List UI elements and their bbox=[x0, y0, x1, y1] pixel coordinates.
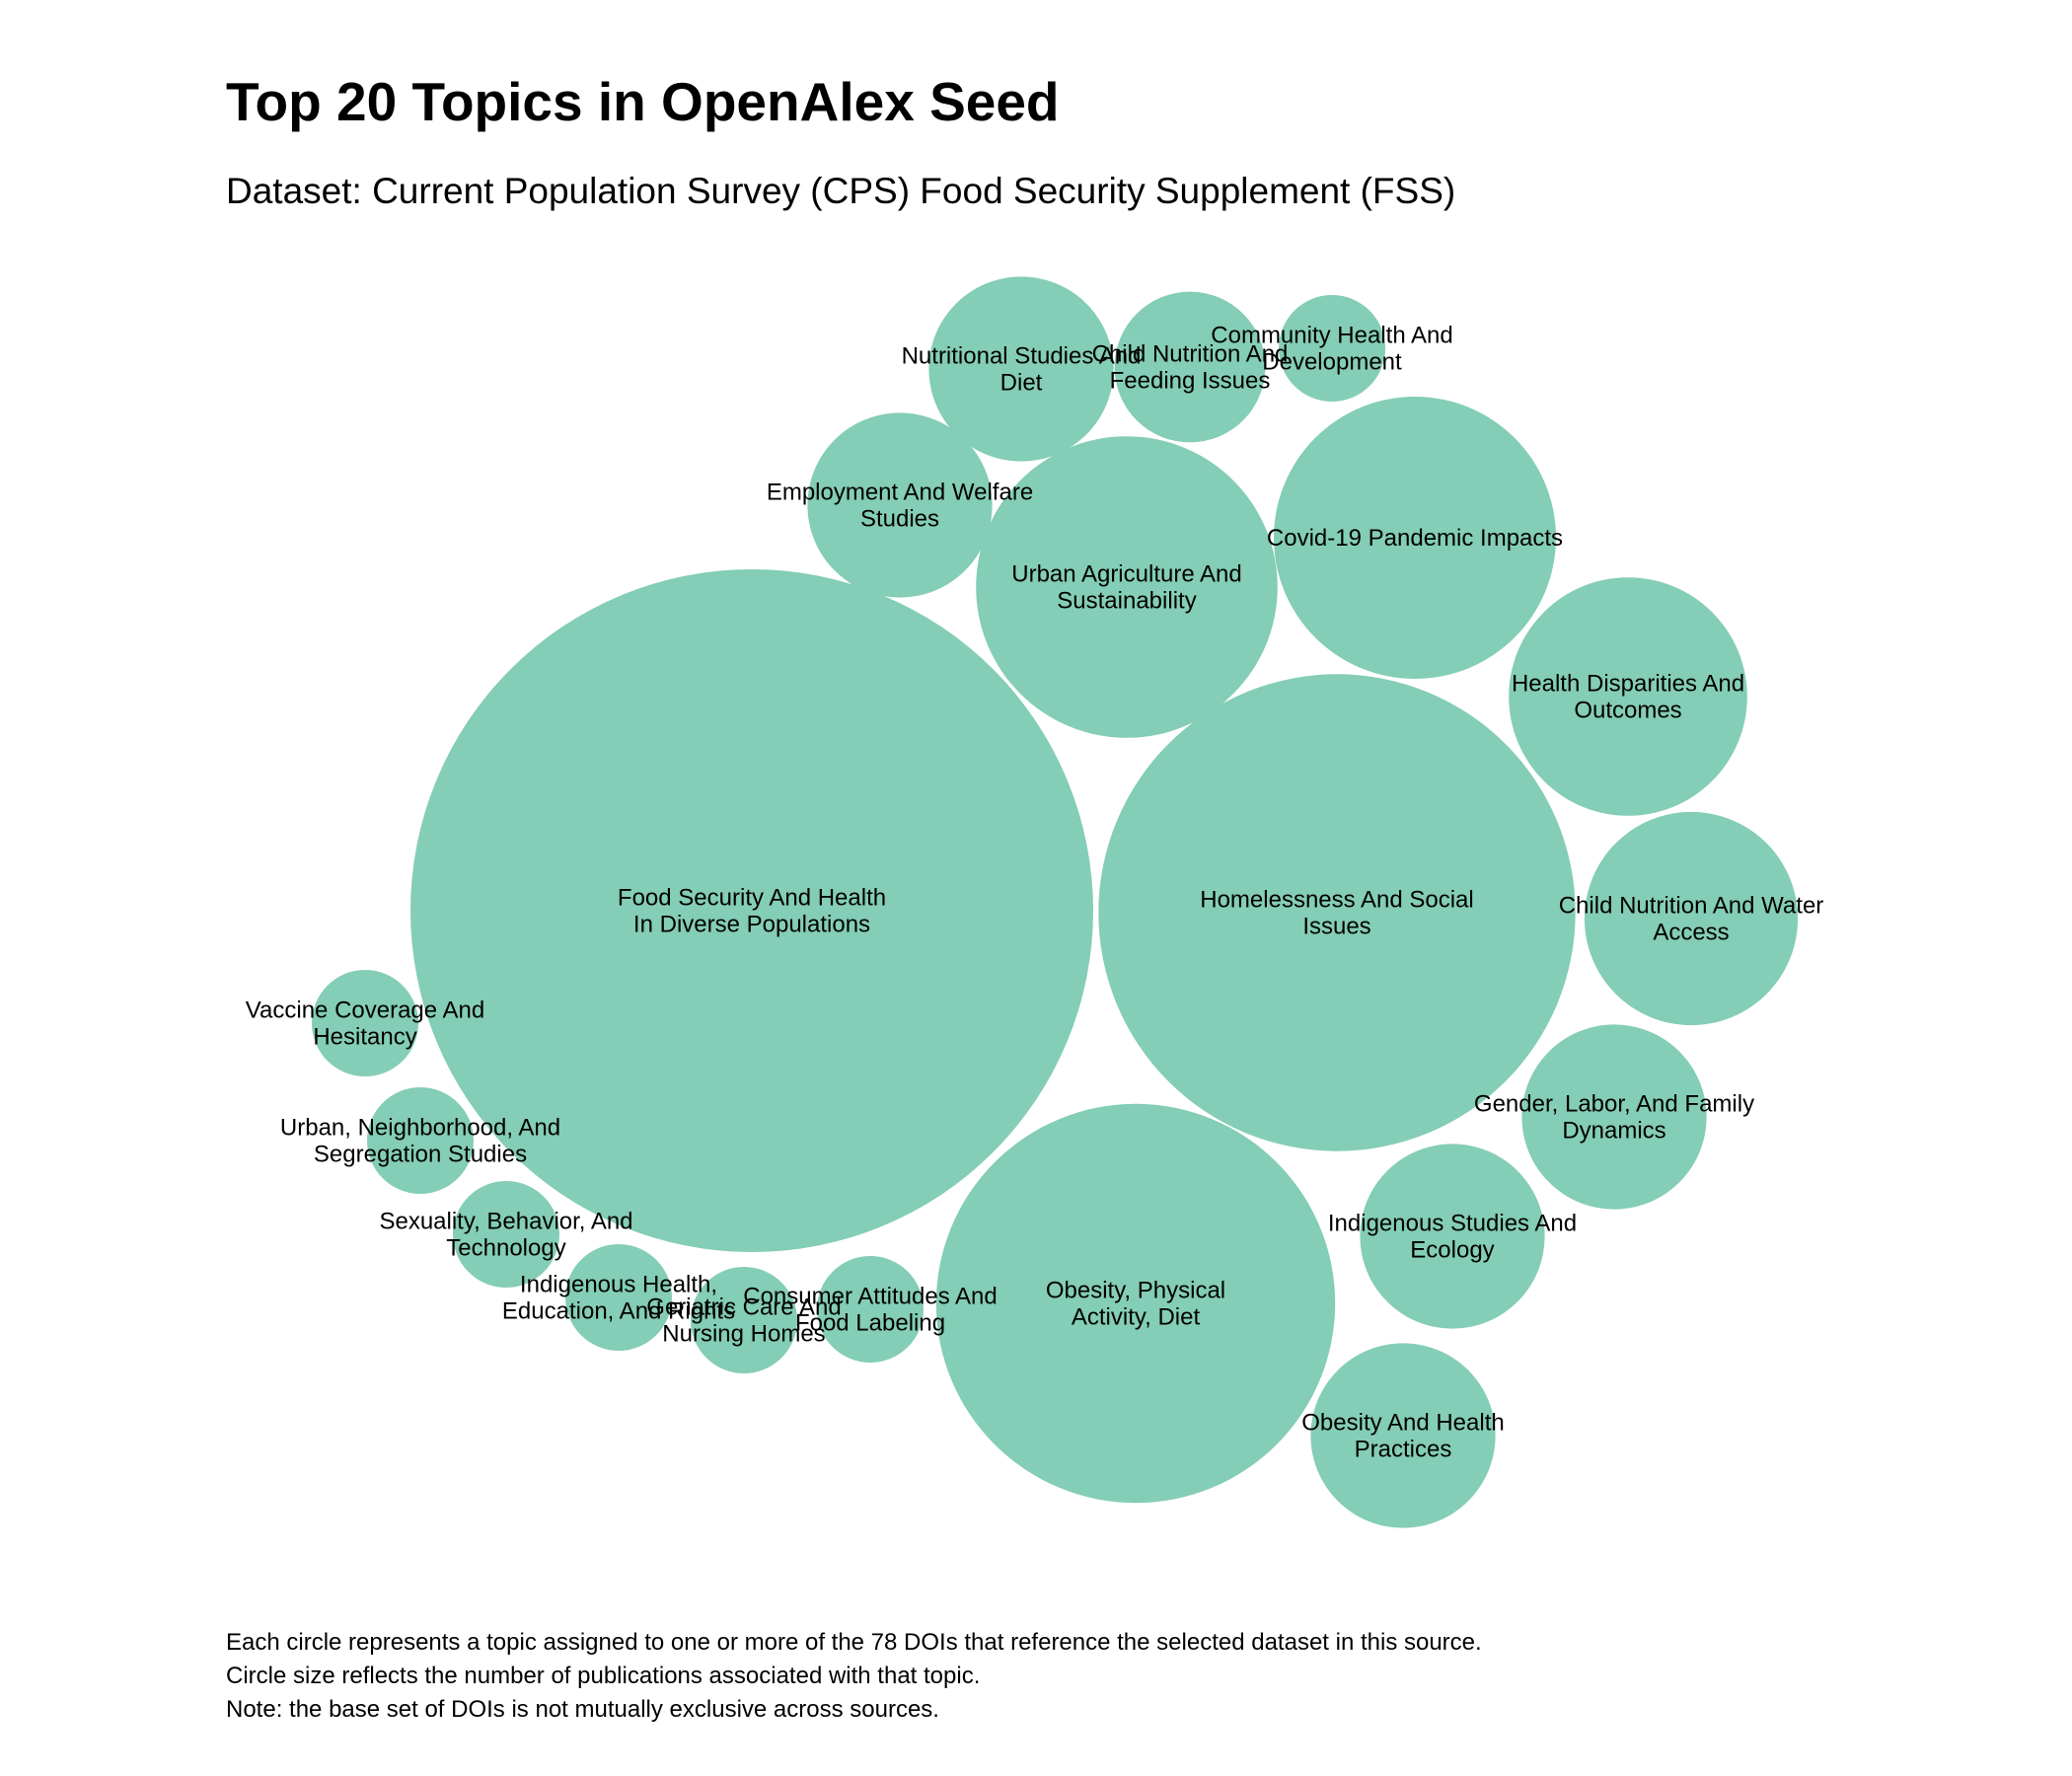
topic-label: Urban Agriculture And Sustainability bbox=[1011, 561, 1241, 615]
topic-label: Health Disparities And Outcomes bbox=[1512, 671, 1744, 724]
topic-label-line: Feeding Issues bbox=[1110, 368, 1271, 395]
topic-label-line: Urban Agriculture And bbox=[1011, 561, 1241, 588]
topic-label-line: Hesitancy bbox=[313, 1024, 416, 1051]
topic-label-line: Segregation Studies bbox=[314, 1142, 527, 1168]
topic-label: Obesity, Physical Activity, Diet bbox=[1046, 1278, 1225, 1331]
topic-label: Urban, Neighborhood, And Segregation Stud… bbox=[280, 1115, 560, 1168]
topic-bubble bbox=[1274, 397, 1556, 679]
topic-label-line: Employment And Welfare bbox=[767, 480, 1033, 506]
topic-bubble bbox=[1509, 577, 1747, 816]
topic-label-line: Vaccine Coverage And bbox=[246, 998, 484, 1024]
topic-bubble bbox=[565, 1244, 672, 1351]
topic-bubble bbox=[691, 1267, 797, 1373]
topic-label-line: Obesity, Physical bbox=[1046, 1278, 1225, 1304]
topic-bubble bbox=[1521, 1024, 1707, 1210]
bubble-label-group: Food Security And Health In Diverse Popul… bbox=[246, 323, 1823, 1463]
bubble-group bbox=[312, 276, 1799, 1528]
topic-label-line: Food Security And Health bbox=[618, 885, 886, 912]
topic-label: Nutritional Studies And Diet bbox=[902, 343, 1142, 397]
topic-label: Sexuality, Behavior, And Technology bbox=[379, 1209, 632, 1262]
topic-label-line: Child Nutrition And bbox=[1092, 341, 1289, 368]
topic-label-line: Education, And Rights bbox=[502, 1298, 735, 1325]
topic-label-line: Development bbox=[1262, 349, 1402, 376]
topic-bubble bbox=[976, 436, 1278, 738]
topic-label-line: Consumer Attitudes And bbox=[743, 1284, 997, 1310]
note-line-3: Note: the base set of DOIs is not mutual… bbox=[226, 1696, 939, 1723]
topic-label-line: Community Health And bbox=[1211, 323, 1452, 349]
topic-label-line: Nursing Homes bbox=[662, 1321, 825, 1348]
topic-bubble bbox=[453, 1181, 559, 1288]
topic-label-line: In Diverse Populations bbox=[633, 912, 870, 938]
topic-label-line: Outcomes bbox=[1574, 698, 1681, 724]
topic-label: Obesity And Health Practices bbox=[1301, 1410, 1504, 1463]
topic-label-line: Food Labeling bbox=[795, 1310, 945, 1337]
topic-label: Employment And Welfare Studies bbox=[767, 480, 1033, 533]
topic-label-line: Urban, Neighborhood, And bbox=[280, 1115, 560, 1142]
topic-bubble bbox=[1279, 295, 1385, 402]
topic-label-line: Studies bbox=[860, 506, 939, 533]
topic-label-line: Health Disparities And bbox=[1512, 671, 1744, 698]
topic-bubble bbox=[1584, 811, 1799, 1026]
chart-title: Top 20 Topics in OpenAlex Seed bbox=[226, 71, 1060, 132]
topic-label-line: Indigenous Studies And bbox=[1328, 1211, 1577, 1237]
note-line-1: Each circle represents a topic assigned … bbox=[226, 1629, 1482, 1656]
topic-label: Geriatric Care And Nursing Homes bbox=[646, 1295, 841, 1348]
topic-label-line: Issues bbox=[1302, 914, 1370, 940]
topic-label-line: Access bbox=[1653, 920, 1729, 946]
topic-bubble bbox=[1360, 1144, 1545, 1329]
topic-label-line: Geriatric Care And bbox=[646, 1295, 841, 1321]
topic-bubble bbox=[817, 1256, 924, 1363]
topic-label-line: Dynamics bbox=[1562, 1118, 1665, 1145]
topic-label-line: Covid-19 Pandemic Impacts bbox=[1267, 525, 1563, 552]
topic-label: Consumer Attitudes And Food Labeling bbox=[743, 1284, 997, 1337]
topic-bubble bbox=[928, 276, 1114, 462]
topic-label: Community Health And Development bbox=[1211, 323, 1452, 376]
topic-label: Homelessness And Social Issues bbox=[1200, 887, 1473, 940]
topic-label-line: Nutritional Studies And bbox=[902, 343, 1142, 370]
topic-bubble bbox=[367, 1087, 474, 1194]
chart-subtitle: Dataset: Current Population Survey (CPS)… bbox=[226, 171, 1456, 211]
topic-bubble bbox=[807, 412, 993, 598]
topic-label-line: Technology bbox=[446, 1235, 565, 1262]
topic-label-line: Indigenous Health, bbox=[520, 1272, 717, 1298]
topic-label-line: Gender, Labor, And Family bbox=[1474, 1091, 1754, 1118]
topic-label-line: Activity, Diet bbox=[1072, 1304, 1201, 1331]
topic-label-line: Ecology bbox=[1410, 1237, 1494, 1264]
topic-bubble bbox=[410, 569, 1093, 1252]
topic-label-line: Sustainability bbox=[1057, 588, 1196, 615]
topic-bubble bbox=[312, 970, 418, 1076]
topic-label-line: Child Nutrition And Water bbox=[1559, 893, 1824, 920]
topic-label: Child Nutrition And Feeding Issues bbox=[1092, 341, 1289, 395]
topic-label: Indigenous Studies And Ecology bbox=[1328, 1211, 1577, 1264]
topic-label: Food Security And Health In Diverse Popul… bbox=[618, 885, 886, 938]
topic-label: Child Nutrition And Water Access bbox=[1559, 893, 1824, 946]
topic-label: Vaccine Coverage And Hesitancy bbox=[246, 998, 484, 1051]
topic-label-line: Obesity And Health bbox=[1301, 1410, 1504, 1437]
topic-bubble bbox=[1114, 291, 1266, 443]
topic-label: Covid-19 Pandemic Impacts bbox=[1267, 525, 1563, 552]
topic-label-line: Practices bbox=[1355, 1437, 1452, 1463]
topic-label-line: Diet bbox=[1000, 370, 1043, 397]
topic-label: Gender, Labor, And Family Dynamics bbox=[1474, 1091, 1754, 1145]
chart-notes: Each circle represents a topic assigned … bbox=[226, 1626, 1482, 1727]
topic-label-line: Homelessness And Social bbox=[1200, 887, 1473, 914]
topic-bubble bbox=[935, 1103, 1336, 1504]
topic-bubble bbox=[1098, 674, 1576, 1151]
topic-label: Indigenous Health, Education, And Rights bbox=[502, 1272, 735, 1325]
note-line-2: Circle size reflects the number of publi… bbox=[226, 1663, 981, 1689]
topic-label-line: Sexuality, Behavior, And bbox=[379, 1209, 632, 1235]
topic-bubble bbox=[1310, 1343, 1496, 1528]
